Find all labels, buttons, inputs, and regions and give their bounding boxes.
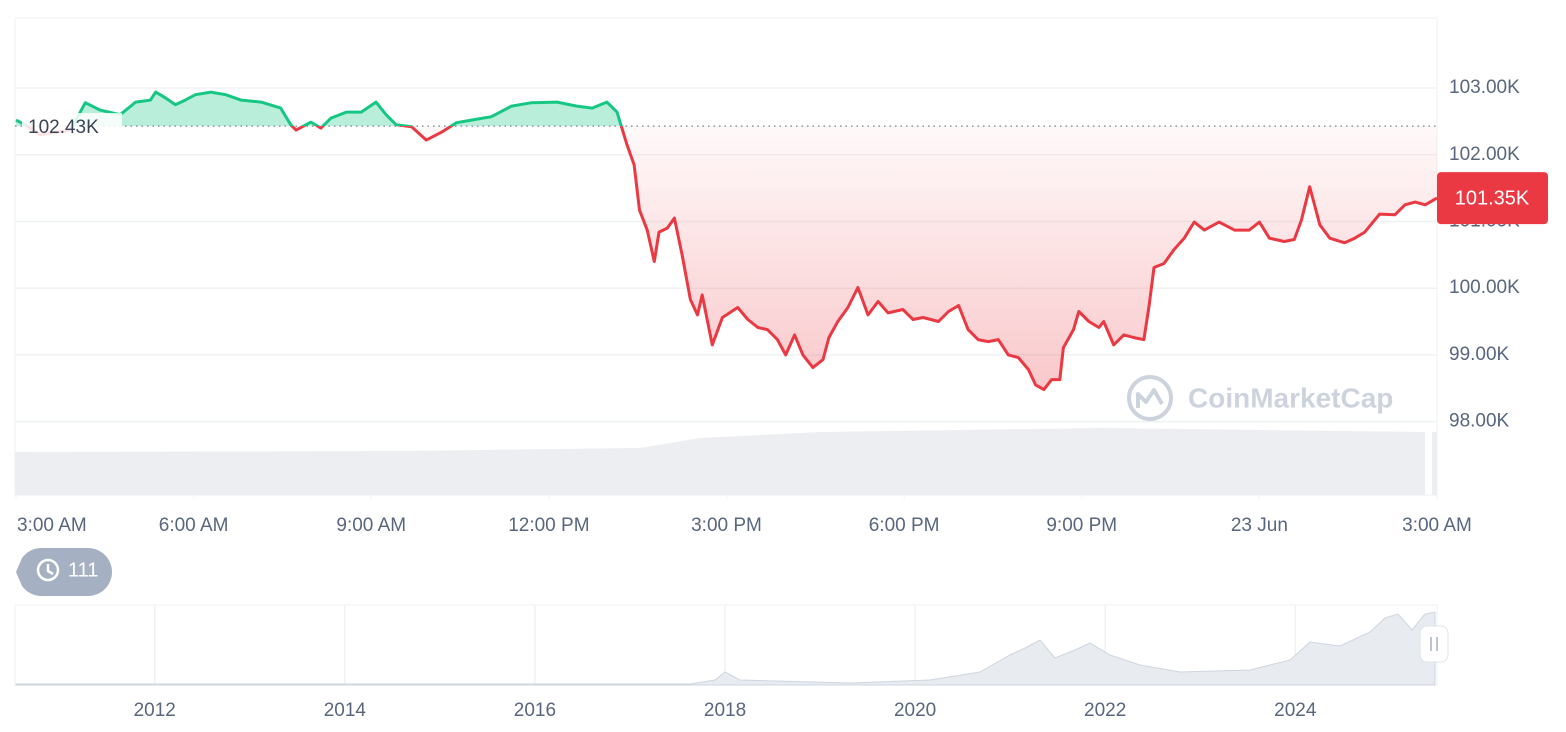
x-tick-label: 3:00 AM (1402, 515, 1472, 536)
watermark: CoinMarketCap (1127, 375, 1393, 421)
reference-label-bg (22, 113, 122, 140)
y-tick-label: 102.00K (1449, 144, 1520, 165)
history-icon (36, 558, 60, 582)
badge-count[interactable]: 111 (68, 559, 98, 581)
current-price-tag (1437, 172, 1548, 225)
x-tick-label: 3:00 PM (691, 515, 762, 536)
navigator-year-label: 2018 (704, 700, 746, 721)
navigator: 2012 2014 2016 2018 2020 2022 2024 (134, 605, 1317, 721)
current-price-label: 101.35K (1455, 187, 1530, 209)
x-tick-label: 3:00 AM (17, 515, 87, 536)
y-tick-label: 99.00K (1449, 344, 1510, 365)
navigator-year-label: 2016 (514, 700, 556, 721)
navigator-handle[interactable] (1419, 625, 1449, 663)
y-tick-label: 98.00K (1449, 411, 1510, 432)
price-line-down (24, 126, 1438, 392)
navigator-area (15, 611, 1436, 686)
x-tick-label: 12:00 PM (508, 515, 589, 536)
history-icon-hands (46, 564, 54, 576)
navigator-year-label: 2014 (324, 700, 367, 721)
navigator-year-label: 2024 (1274, 700, 1317, 721)
badge-shape[interactable] (16, 547, 112, 597)
handle[interactable] (1419, 625, 1449, 663)
watermark-text: CoinMarketCap (1188, 382, 1393, 413)
volume-bar (1432, 432, 1437, 495)
x-tick-label: 6:00 PM (869, 515, 940, 536)
y-tick-label: 103.00K (1449, 77, 1520, 98)
x-tick-label: 23 Jun (1231, 515, 1288, 536)
x-tick-label: 9:00 AM (336, 515, 406, 536)
plot: 98.00K99.00K100.00K101.00K102.00K103.00K… (15, 77, 1548, 536)
volume-area (15, 428, 1425, 495)
navigator-year-label: 2012 (134, 700, 176, 721)
navigator-year-label: 2020 (894, 700, 936, 721)
history-badge[interactable]: 111 (16, 547, 112, 597)
x-tick-label: 6:00 AM (159, 515, 229, 536)
x-tick-label: 9:00 PM (1046, 515, 1117, 536)
navigator-year-label: 2022 (1084, 700, 1126, 721)
reference-label: 102.43K (28, 117, 99, 138)
area-down (16, 126, 1437, 390)
y-tick-label: 100.00K (1449, 277, 1520, 298)
price-line-up (15, 90, 623, 127)
